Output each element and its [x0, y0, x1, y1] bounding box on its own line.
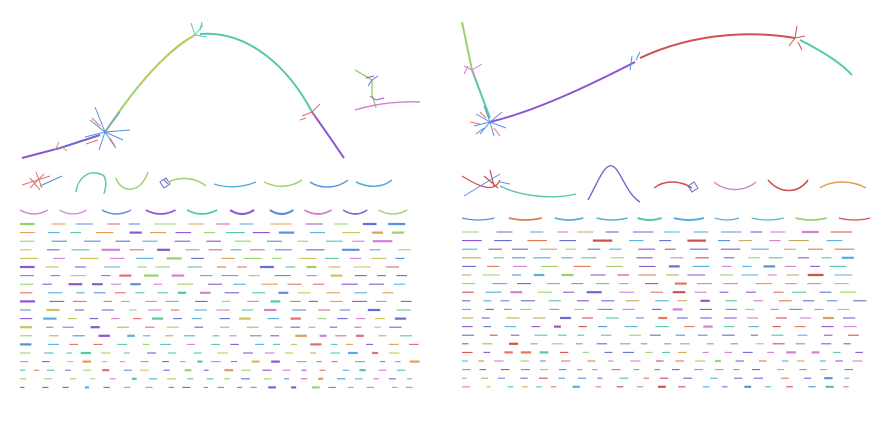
contig-arc	[342, 209, 368, 215]
contig-arc	[508, 217, 542, 221]
contig-arc	[269, 209, 294, 216]
contig-arc	[304, 209, 333, 215]
contig-arc	[596, 217, 628, 221]
left-assembly-graph-panel	[19, 21, 421, 389]
right-small-contig-rows	[461, 217, 871, 388]
contig-arc	[751, 217, 784, 221]
contig-arc	[378, 209, 408, 215]
contig-arc	[59, 209, 87, 215]
contig-arc	[673, 217, 705, 221]
right-assembly-graph-panel	[461, 21, 871, 388]
contig-arc	[637, 217, 662, 222]
contig-arc	[461, 217, 495, 221]
right-medium-components	[461, 165, 867, 203]
contig-arc	[19, 209, 49, 215]
left-main-component	[21, 21, 345, 159]
contig-arc	[554, 217, 584, 221]
contig-arc	[838, 217, 871, 221]
right-main-component	[461, 21, 853, 137]
contig-arc	[101, 209, 132, 215]
contig-arc	[795, 217, 827, 221]
left-small-contig-rows	[19, 209, 420, 389]
contig-arc	[229, 209, 255, 216]
left-medium-components	[21, 171, 393, 195]
left-small-component	[354, 69, 421, 111]
contig-arc	[714, 217, 740, 221]
contig-arc	[186, 209, 218, 215]
contig-arc	[145, 209, 176, 215]
